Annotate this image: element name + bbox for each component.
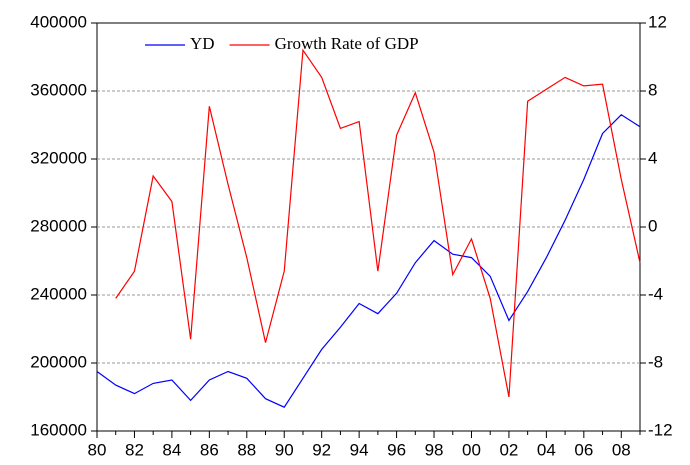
x-tick-label: 02 xyxy=(499,440,518,459)
x-tick-label: 84 xyxy=(162,440,181,459)
x-tick-label: 06 xyxy=(574,440,593,459)
y2-tick-label: -8 xyxy=(648,352,663,371)
y2-tick-label: -12 xyxy=(648,420,673,439)
y2-tick-label: -4 xyxy=(648,284,663,303)
x-tick-label: 86 xyxy=(200,440,219,459)
y-tick-label: 160000 xyxy=(30,420,87,439)
x-tick-label: 94 xyxy=(350,440,369,459)
x-tick-label: 98 xyxy=(425,440,444,459)
x-tick-label: 90 xyxy=(275,440,294,459)
x-tick-label: 96 xyxy=(387,440,406,459)
y-tick-label: 360000 xyxy=(30,80,87,99)
y-tick-label: 400000 xyxy=(30,12,87,31)
x-tick-label: 80 xyxy=(88,440,107,459)
y-tick-label: 200000 xyxy=(30,352,87,371)
y-tick-label: 280000 xyxy=(30,216,87,235)
y-tick-label: 240000 xyxy=(30,284,87,303)
y2-tick-label: 0 xyxy=(648,216,657,235)
y2-tick-label: 12 xyxy=(648,12,667,31)
series-line xyxy=(115,48,641,398)
x-tick-label: 00 xyxy=(462,440,481,459)
y2-tick-label: 4 xyxy=(648,148,657,167)
y-tick-label: 320000 xyxy=(30,148,87,167)
legend-label: YD xyxy=(190,34,215,53)
x-tick-label: 88 xyxy=(237,440,256,459)
x-tick-label: 82 xyxy=(125,440,144,459)
y2-tick-label: 8 xyxy=(648,80,657,99)
series-line xyxy=(96,114,641,408)
x-tick-label: 92 xyxy=(312,440,331,459)
x-tick-label: 04 xyxy=(537,440,556,459)
legend-label: Growth Rate of GDP xyxy=(275,34,419,53)
legend: YD Growth Rate of GDP xyxy=(145,34,419,53)
x-tick-label: 08 xyxy=(612,440,631,459)
